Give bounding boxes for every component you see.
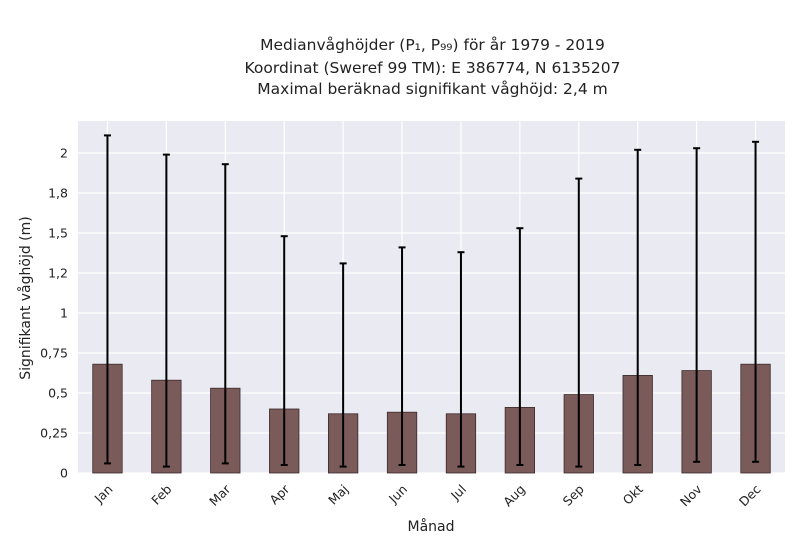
y-axis-ticks: 0 0,25 0,5 0,75 1 1,2 1,5 1,8 2: [40, 146, 68, 481]
x-tick-label: Jun: [385, 482, 410, 507]
error-bar-feb: [162, 153, 170, 468]
x-axis-ticks: Jan Feb Mar Apr Maj Jun Jul Aug Sep Okt Nov Dec: [91, 481, 764, 509]
title-line-3: Maximal beräknad signifikant våghöjd: 2,…: [257, 80, 608, 98]
y-tick-label: 1: [60, 306, 68, 321]
y-tick-label: 1,2: [48, 266, 68, 281]
error-bar-dec: [752, 140, 760, 463]
plot-area: [78, 121, 785, 473]
y-tick-label: 0: [60, 466, 68, 481]
y-tick-label: 0,75: [40, 346, 68, 361]
x-tick-label: Jul: [447, 482, 469, 504]
error-bar-mar: [221, 163, 229, 465]
x-tick-label: Apr: [266, 481, 293, 508]
y-axis-label: Signifikant våghöjd (m): [17, 216, 34, 379]
y-tick-label: 0,25: [40, 426, 68, 441]
y-tick-label: 1,5: [48, 226, 68, 241]
x-tick-label: Maj: [325, 482, 351, 508]
x-tick-label: Okt: [620, 481, 646, 507]
title-line-1: Medianvåghöjder (P₁, P₉₉) för år 1979 - …: [260, 36, 605, 54]
title-line-2: Koordinat (Sweref 99 TM): E 386774, N 61…: [244, 59, 621, 77]
x-tick-label: Jan: [91, 482, 116, 507]
x-tick-label: Feb: [148, 481, 174, 507]
error-bar-sep: [575, 177, 583, 468]
x-tick-label: Dec: [736, 481, 764, 509]
x-tick-label: Aug: [500, 482, 528, 510]
error-bars: [103, 134, 760, 468]
x-tick-label: Sep: [560, 481, 587, 508]
y-tick-label: 1,8: [48, 186, 68, 201]
x-tick-label: Nov: [677, 481, 705, 509]
error-bar-aug: [516, 227, 524, 466]
error-bar-nov: [693, 147, 701, 463]
x-tick-label: Mar: [206, 481, 234, 509]
error-bar-jul: [457, 251, 465, 468]
y-tick-label: 0,5: [48, 386, 68, 401]
y-tick-label: 2: [60, 146, 68, 161]
error-bar-apr: [280, 235, 288, 466]
error-bar-jun: [398, 246, 406, 466]
error-bar-okt: [634, 148, 642, 466]
error-bar-jan: [103, 134, 111, 465]
x-axis-label: Månad: [408, 518, 455, 535]
error-bar-maj: [339, 262, 347, 468]
